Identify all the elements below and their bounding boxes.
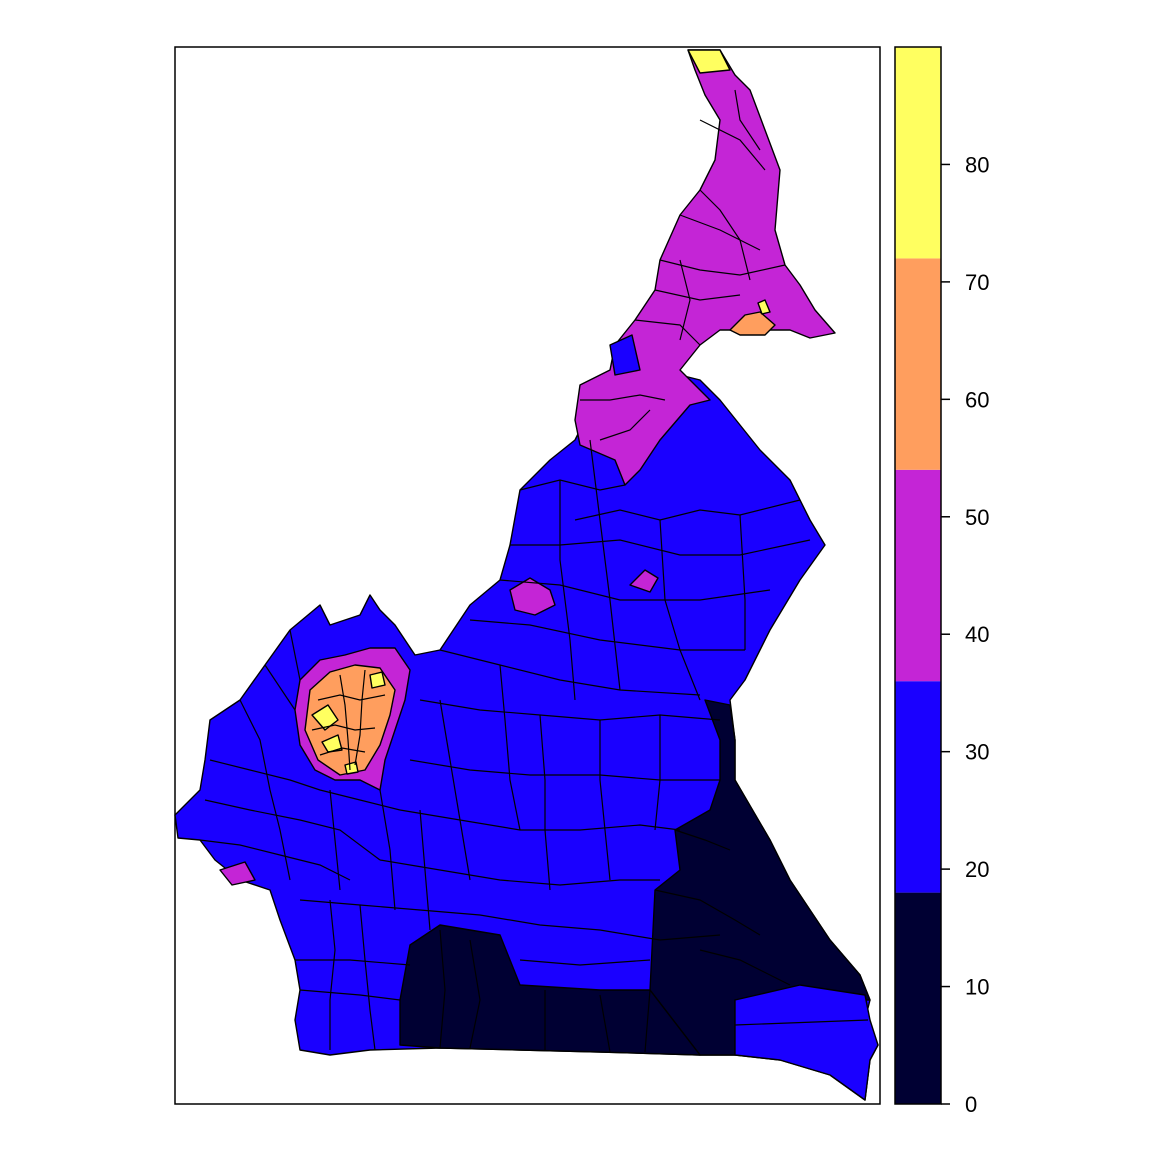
color-key-tick-label: 30: [965, 740, 989, 765]
color-key-band-2: [895, 469, 941, 682]
region-west-yellow-4: [344, 761, 359, 775]
region-north-yellow-small: [757, 299, 771, 315]
color-key-tick-label: 80: [965, 152, 989, 177]
blue-district-borders: [199, 439, 811, 1051]
region-southeast-tip-border: [734, 1019, 869, 1026]
color-key-frame: [894, 46, 942, 1105]
color-key-tick-label: 50: [965, 505, 989, 530]
color-key-tick-label: 60: [965, 387, 989, 412]
color-key-tick-label: 0: [965, 1092, 977, 1117]
region-west-yellow-2: [321, 734, 343, 753]
region-southeast-tip-blue: [734, 984, 879, 1101]
color-key-tick-label: 70: [965, 270, 989, 295]
region-north-magenta: [574, 49, 836, 486]
color-key-tick-label: 40: [965, 622, 989, 647]
north-district-borders: [580, 89, 786, 441]
west-cluster-borders: [311, 669, 386, 771]
region-north-orange: [729, 311, 776, 336]
region-north-tip-yellow: [687, 49, 731, 74]
color-key-band-1: [895, 681, 941, 893]
dark-district-borders: [439, 829, 791, 1053]
color-key-tick-label: 10: [965, 975, 989, 1000]
color-key-band-4: [895, 47, 941, 259]
region-west-yellow-1: [311, 704, 339, 731]
region-north-blue-pocket: [609, 334, 641, 376]
region-center-magenta-1: [509, 577, 556, 616]
color-key-band-0: [895, 892, 941, 1104]
color-key-band-3: [895, 258, 941, 470]
region-west-yellow-3: [369, 671, 386, 689]
region-west-magenta-small: [219, 861, 256, 886]
map-layer: [174, 49, 879, 1101]
region-center-magenta-2: [629, 569, 659, 593]
color-key-tick-label: 20: [965, 857, 989, 882]
color-key: 0 10 20 30 40 50 60 70 80: [894, 46, 989, 1117]
